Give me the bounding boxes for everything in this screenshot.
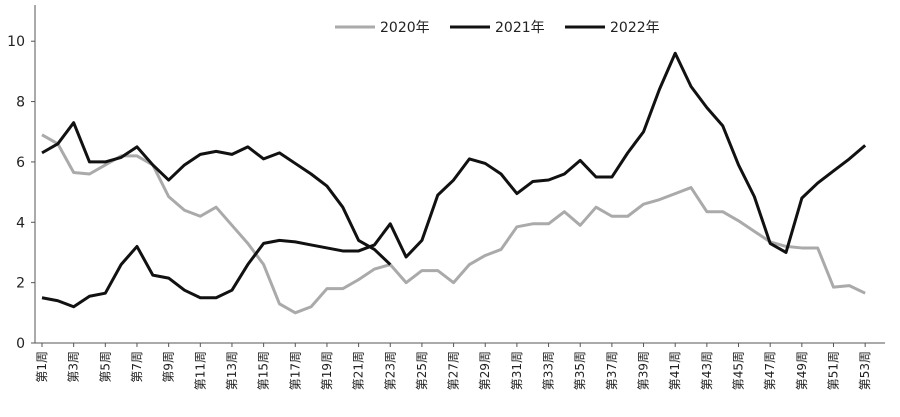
x-tick-label: 第5周 — [98, 351, 112, 383]
x-tick-label: 第23周 — [383, 351, 397, 390]
x-tick-label: 第29周 — [478, 351, 492, 390]
x-tick-label: 第1周 — [35, 351, 49, 383]
x-tick-label: 第35周 — [573, 351, 587, 390]
x-tick-label: 第53周 — [858, 351, 872, 390]
series-line — [41, 133, 866, 315]
x-tick-label: 第19周 — [320, 351, 334, 390]
x-tick-label: 第51周 — [827, 351, 841, 390]
series-line — [41, 121, 392, 266]
x-tick-label: 第33周 — [542, 351, 556, 390]
x-tick-label: 第41周 — [668, 351, 682, 390]
x-tick-label: 第11周 — [193, 351, 207, 390]
x-tick-label: 第9周 — [162, 351, 176, 383]
x-tick-label: 第45周 — [732, 351, 746, 390]
x-tick-label: 第15周 — [257, 351, 271, 390]
x-tick-label: 第47周 — [763, 351, 777, 390]
x-tick-label: 第39周 — [637, 351, 651, 390]
legend-label: 2021年 — [495, 20, 545, 36]
x-tick-label: 第17周 — [288, 351, 302, 390]
x-tick-label: 第27周 — [447, 351, 461, 390]
x-tick-label: 第31周 — [510, 351, 524, 390]
y-tick-label: 8 — [16, 95, 25, 111]
x-tick-label: 第7周 — [130, 351, 144, 383]
legend-label: 2020年 — [380, 20, 430, 36]
x-tick-label: 第43周 — [700, 351, 714, 390]
series-line — [41, 51, 867, 309]
x-tick-label: 第3周 — [67, 351, 81, 383]
y-tick-label: 10 — [7, 34, 25, 50]
x-tick-label: 第13周 — [225, 351, 239, 390]
y-tick-label: 6 — [16, 155, 25, 171]
x-tick-label: 第49周 — [795, 351, 809, 390]
legend-label: 2022年 — [610, 20, 660, 36]
x-tick-label: 第25周 — [415, 351, 429, 390]
y-tick-label: 4 — [16, 215, 25, 231]
y-tick-label: 2 — [16, 276, 25, 292]
x-tick-label: 第21周 — [352, 351, 366, 390]
y-tick-label: 0 — [16, 336, 25, 352]
x-tick-label: 第37周 — [605, 351, 619, 390]
